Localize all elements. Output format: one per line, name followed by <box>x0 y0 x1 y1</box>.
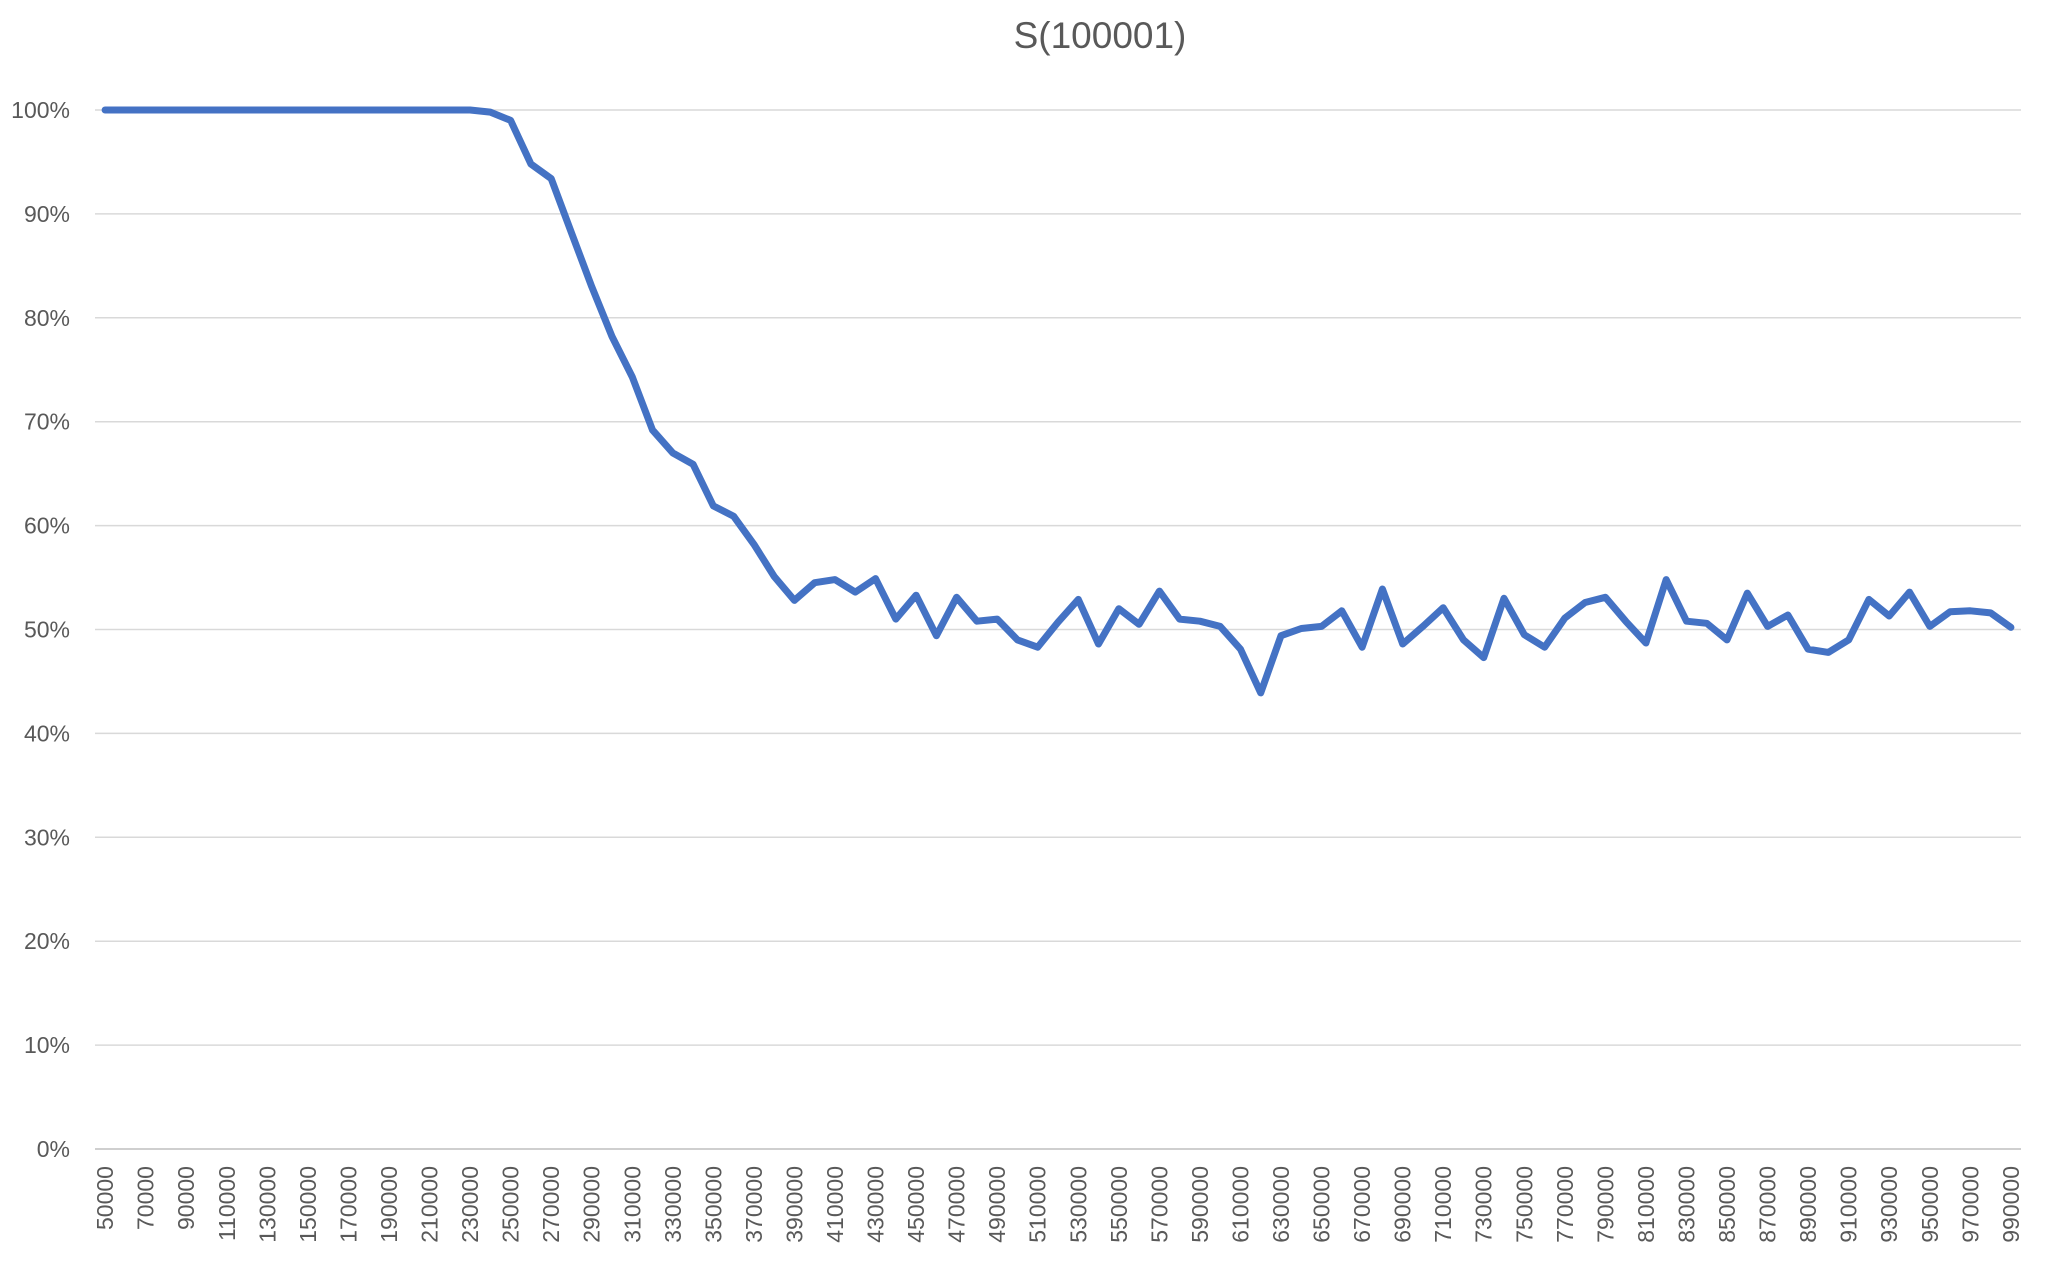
x-axis-tick-label: 390000 <box>781 1166 807 1243</box>
x-axis-tick-label: 610000 <box>1227 1166 1253 1243</box>
x-axis-tick-label: 230000 <box>457 1166 483 1243</box>
x-axis-tick-label: 310000 <box>619 1166 645 1243</box>
x-axis-tick-label: 690000 <box>1390 1166 1416 1243</box>
x-axis-tick-label: 730000 <box>1471 1166 1497 1243</box>
x-axis-tick-label: 130000 <box>254 1166 280 1243</box>
x-axis-tick-label: 170000 <box>335 1166 361 1243</box>
y-axis-tick-label: 80% <box>24 305 70 331</box>
x-axis-tick-label: 790000 <box>1592 1166 1618 1243</box>
x-axis-tick-label: 250000 <box>498 1166 524 1243</box>
x-axis-tick-label: 950000 <box>1917 1166 1943 1243</box>
x-axis-tick-label: 710000 <box>1430 1166 1456 1243</box>
x-axis-tick-label: 110000 <box>214 1166 240 1241</box>
x-axis-tick-label: 570000 <box>1146 1166 1172 1243</box>
x-axis-tick-label: 850000 <box>1714 1166 1740 1243</box>
x-axis-tick-label: 930000 <box>1876 1166 1902 1243</box>
y-axis-tick-label: 100% <box>11 97 70 123</box>
x-axis-tick-label: 670000 <box>1349 1166 1375 1243</box>
x-axis-tick-label: 830000 <box>1673 1166 1699 1243</box>
x-axis-tick-label: 70000 <box>133 1166 159 1230</box>
y-axis-labels: 0% 10% 20% 30% 40% 50% 60% 70% 80% 90% 100% <box>11 97 70 1162</box>
x-axis-tick-label: 550000 <box>1106 1166 1132 1243</box>
x-axis-tick-label: 970000 <box>1957 1166 1983 1243</box>
x-axis-tick-label: 150000 <box>295 1166 321 1243</box>
x-axis-tick-label: 650000 <box>1309 1166 1335 1243</box>
y-axis-tick-label: 50% <box>24 617 70 643</box>
y-axis-tick-label: 90% <box>24 201 70 227</box>
x-axis-tick-label: 750000 <box>1511 1166 1537 1243</box>
x-axis-tick-label: 990000 <box>1998 1166 2024 1243</box>
x-axis-tick-label: 210000 <box>417 1166 443 1243</box>
x-axis-tick-label: 370000 <box>741 1166 767 1243</box>
x-axis-tick-label: 350000 <box>700 1166 726 1243</box>
y-axis-tick-label: 0% <box>37 1136 70 1162</box>
x-axis-tick-label: 490000 <box>984 1166 1010 1243</box>
x-axis-tick-label: 890000 <box>1795 1166 1821 1243</box>
x-axis-tick-label: 910000 <box>1836 1166 1862 1243</box>
x-axis-tick-label: 430000 <box>863 1166 889 1243</box>
x-axis-tick-label: 810000 <box>1633 1166 1659 1243</box>
y-axis-tick-label: 10% <box>24 1032 70 1058</box>
x-axis-tick-label: 410000 <box>822 1166 848 1243</box>
series-line <box>101 106 2015 697</box>
y-axis-tick-label: 20% <box>24 928 70 954</box>
x-axis-tick-label: 870000 <box>1755 1166 1781 1243</box>
x-axis-tick-label: 510000 <box>1025 1166 1051 1243</box>
x-axis-tick-label: 290000 <box>579 1166 605 1243</box>
x-axis-tick-label: 470000 <box>944 1166 970 1243</box>
y-axis-tick-label: 70% <box>24 409 70 435</box>
y-axis-tick-label: 30% <box>24 824 70 850</box>
x-axis-tick-label: 330000 <box>660 1166 686 1243</box>
x-axis-tick-label: 50000 <box>92 1166 118 1230</box>
x-axis-tick-label: 90000 <box>173 1166 199 1230</box>
x-axis-tick-label: 530000 <box>1065 1166 1091 1243</box>
x-axis-tick-label: 770000 <box>1552 1166 1578 1243</box>
y-axis-tick-label: 60% <box>24 513 70 539</box>
x-axis-tick-label: 450000 <box>903 1166 929 1243</box>
y-axis-tick-label: 40% <box>24 720 70 746</box>
chart-title: S(100001) <box>1014 15 1187 56</box>
x-axis-tick-label: 590000 <box>1187 1166 1213 1243</box>
x-axis-tick-label: 190000 <box>376 1166 402 1243</box>
x-axis-labels: 50000 70000 90000 110000 130000 150000 170000 1… <box>92 1166 2024 1243</box>
x-axis-tick-label: 630000 <box>1268 1166 1294 1243</box>
x-axis-tick-label: 270000 <box>538 1166 564 1243</box>
